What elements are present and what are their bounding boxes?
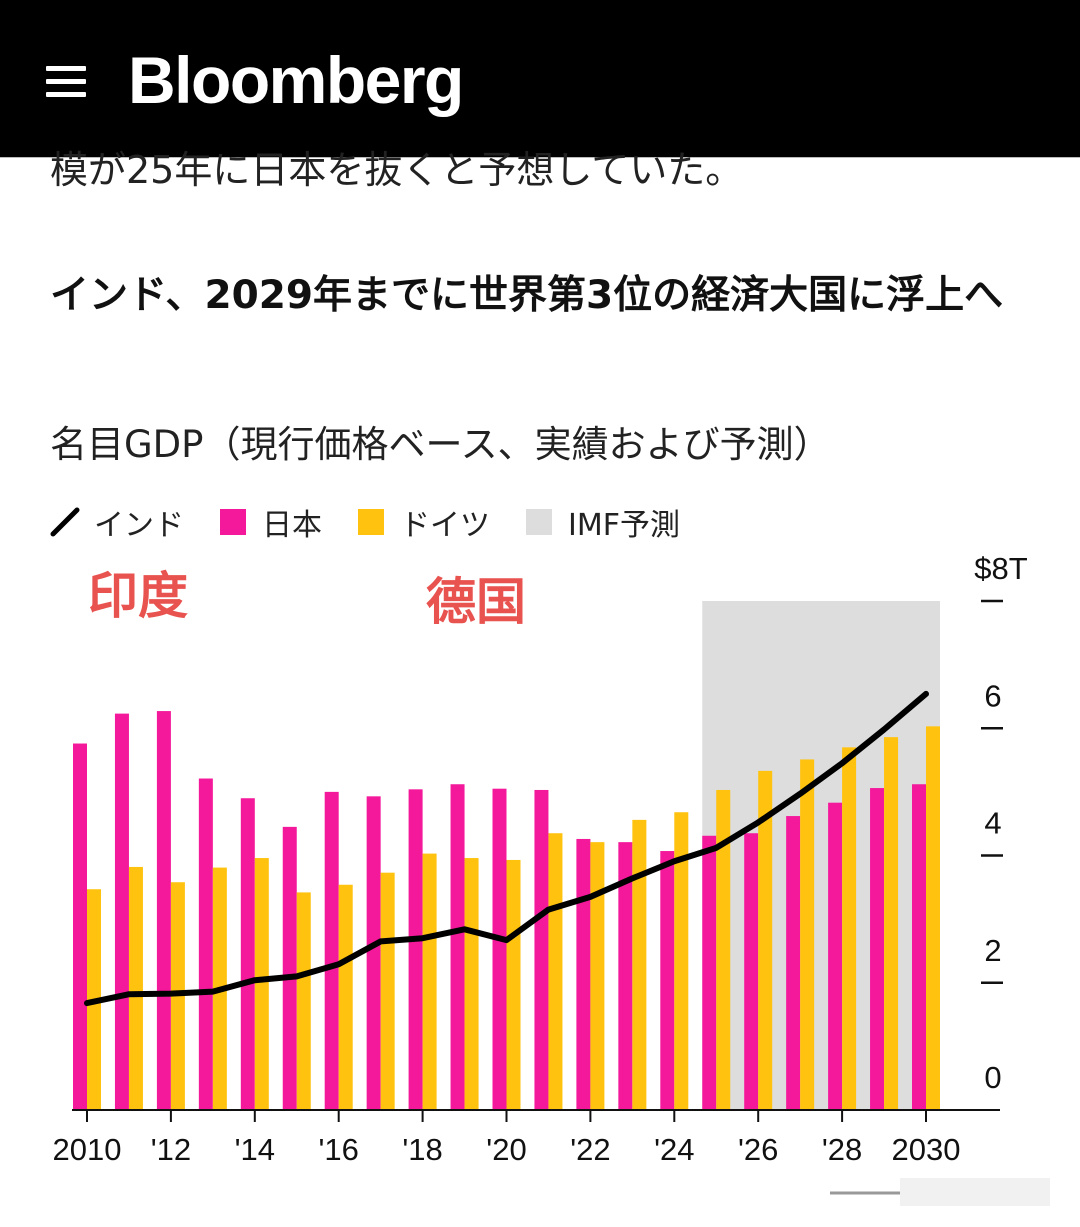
- bar-germany-2019: [464, 858, 479, 1110]
- x-tick-label: '14: [235, 1132, 275, 1167]
- x-tick-label: '18: [402, 1132, 442, 1167]
- y-tick-label: 4: [984, 806, 1001, 841]
- bar-germany-2014: [254, 858, 269, 1110]
- chart-subtitle: 名目GDP（現行価格ベース、実績および予測）: [50, 423, 831, 466]
- bar-germany-2021: [548, 833, 563, 1110]
- brand-logo[interactable]: Bloomberg: [128, 43, 464, 117]
- bar-japan-2027: [786, 816, 801, 1110]
- bar-japan-2013: [198, 778, 213, 1110]
- bar-japan-2010: [73, 743, 87, 1110]
- legend-line-icon: [50, 507, 80, 537]
- gdp-chart: 2010 '12 '14 '16 '18 '20 '22 '24 '26 '28 2030 0 2 4 6 $…: [53, 551, 1028, 1167]
- bar-germany-2020: [506, 859, 521, 1110]
- bar-japan-2012: [156, 711, 171, 1110]
- bar-japan-2016: [324, 791, 339, 1110]
- y-tick-label: 2: [984, 933, 1001, 968]
- line-india: [84, 690, 929, 1007]
- bar-japan-2014: [240, 798, 255, 1110]
- bar-japan-2021: [534, 789, 549, 1110]
- bar-germany-2022: [590, 842, 605, 1110]
- bar-japan-2019: [450, 784, 465, 1110]
- bar-japan-2018: [408, 789, 423, 1110]
- legend-swatch-germany: [358, 509, 384, 535]
- x-tick-label: '28: [822, 1132, 862, 1167]
- legend-item-japan: 日本: [220, 500, 322, 544]
- x-tick-label: '16: [318, 1132, 358, 1167]
- x-tick-label: '12: [151, 1132, 191, 1167]
- legend-item-germany: ドイツ: [358, 500, 490, 544]
- bar-japan-2017: [366, 796, 381, 1110]
- imf-forecast-region: [702, 601, 940, 1110]
- bar-japan-2024: [660, 851, 675, 1110]
- legend-label-japan: 日本: [262, 508, 322, 543]
- x-tick-label: 2030: [892, 1132, 961, 1167]
- legend-item-imf-forecast: IMF予測: [526, 500, 680, 544]
- bar-germany-2028: [842, 747, 857, 1110]
- bar-japan-2020: [492, 788, 507, 1110]
- bar-germany-2030: [926, 726, 940, 1110]
- scroll-handle-icon: [830, 1178, 1050, 1206]
- x-tick-label: '24: [654, 1132, 694, 1167]
- chart-title: インド、2029年までに世界第3位の経済大国に浮上へ: [50, 273, 1004, 318]
- x-tick-label: '20: [486, 1132, 526, 1167]
- bar-germany-2024: [674, 812, 689, 1110]
- bar-japan-2022: [576, 838, 591, 1110]
- bar-japan-2030: [912, 784, 926, 1110]
- x-tick-label: '26: [738, 1132, 778, 1167]
- bar-japan-2025: [702, 835, 717, 1110]
- legend-swatch-forecast: [526, 509, 552, 535]
- y-tick-label: 6: [984, 678, 1001, 713]
- bar-germany-2016: [338, 884, 353, 1110]
- legend-label-germany: ドイツ: [400, 508, 490, 543]
- bar-germany-2015: [296, 892, 311, 1110]
- x-tick-label: 2010: [53, 1132, 122, 1167]
- legend-label-india: インド: [94, 508, 184, 543]
- chart-legend: インド 日本 ドイツ IMF予測: [50, 500, 716, 544]
- bar-germany-2011: [128, 866, 143, 1110]
- annotation-india: 印度: [88, 567, 188, 625]
- article-previous-text: 模が25年に日本を抜くと予想していた。: [50, 148, 744, 192]
- annotation-germany: 德国: [426, 573, 526, 631]
- legend-swatch-japan: [220, 509, 246, 535]
- bar-japan-2029: [870, 788, 885, 1110]
- bar-japan-2023: [618, 842, 633, 1110]
- bar-japan-2015: [282, 826, 297, 1110]
- top-navigation-bar: Bloomberg: [0, 0, 1080, 158]
- y-tick-label: 0: [984, 1060, 1001, 1095]
- bar-germany-2029: [884, 737, 899, 1110]
- legend-label-imf-forecast: IMF予測: [568, 508, 680, 543]
- bar-germany-2026: [758, 770, 773, 1110]
- x-tick-label: '22: [570, 1132, 610, 1167]
- bar-germany-2018: [422, 853, 437, 1110]
- legend-item-india: インド: [50, 500, 184, 544]
- bar-germany-2025: [716, 789, 731, 1110]
- bar-germany-2027: [800, 759, 815, 1110]
- bar-japan-2028: [828, 802, 843, 1110]
- hamburger-menu-icon[interactable]: [46, 66, 86, 100]
- bar-japan-2026: [744, 833, 759, 1110]
- bar-germany-2017: [380, 872, 395, 1110]
- y-tick-label: $8T: [974, 551, 1027, 586]
- bar-japan-2011: [114, 713, 129, 1110]
- bar-germany-2023: [632, 819, 647, 1110]
